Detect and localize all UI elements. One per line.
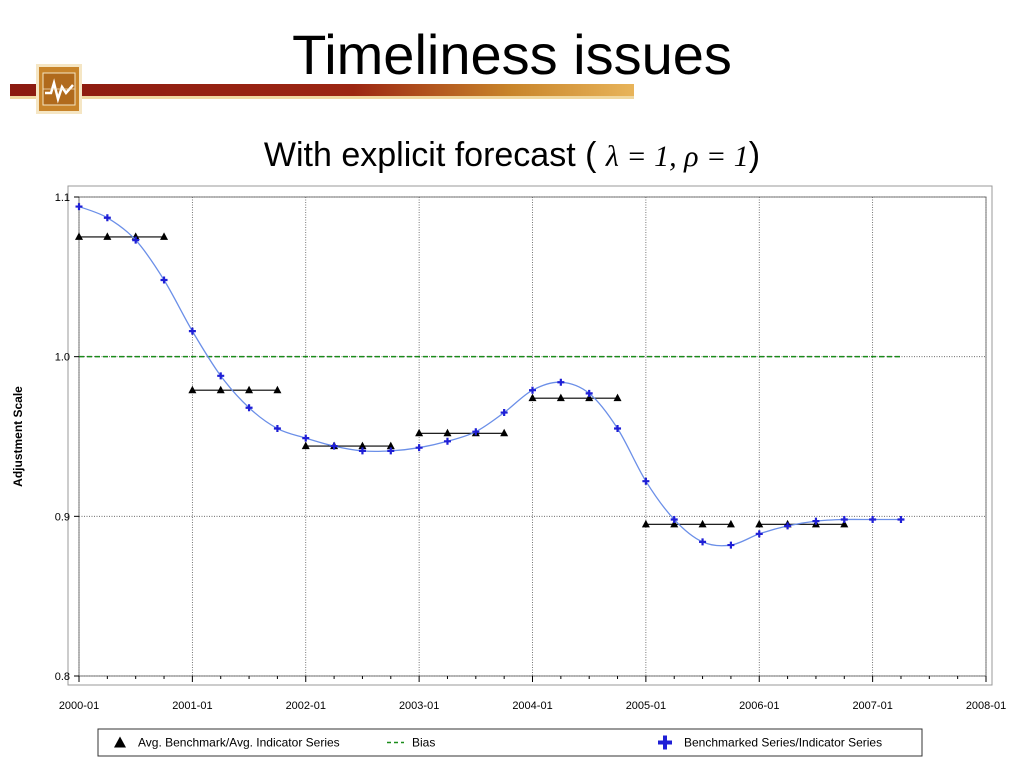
legend-triangle-icon — [114, 736, 126, 748]
indicator-point — [557, 378, 565, 386]
indicator-point — [755, 530, 763, 538]
legend-label-bias: Bias — [412, 736, 435, 750]
benchmark-point — [188, 385, 197, 394]
indicator-point — [302, 434, 310, 442]
subtitle-text: With explicit forecast ( — [263, 136, 597, 174]
y-axis-label: Adjustment Scale — [11, 386, 25, 487]
benchmark-point — [103, 232, 112, 240]
indicator-point — [387, 447, 395, 455]
y-tick-label: 1.0 — [55, 352, 70, 364]
indicator-point — [585, 389, 593, 397]
slide-title: Timeliness issues — [292, 23, 732, 86]
benchmark-point — [698, 519, 707, 528]
x-tick-label: 2003-01 — [399, 700, 439, 712]
x-tick-label: 2001-01 — [172, 700, 212, 712]
legend-label-indicator: Benchmarked Series/Indicator Series — [684, 736, 882, 750]
indicator-point — [670, 516, 678, 524]
benchmark-point — [358, 441, 367, 450]
indicator-point — [245, 404, 253, 412]
x-tick-label: 2007-01 — [852, 700, 892, 712]
benchmark-point — [556, 393, 565, 402]
indicator-point — [415, 444, 423, 452]
indicator-point — [75, 203, 83, 211]
benchmark-point — [245, 385, 254, 394]
indicator-point — [160, 276, 168, 284]
indicator-point — [529, 386, 536, 394]
benchmark-point — [386, 441, 395, 450]
indicator-point — [812, 517, 820, 525]
indicator-point — [188, 327, 196, 335]
legend-label-benchmark: Avg. Benchmark/Avg. Indicator Series — [138, 736, 340, 750]
benchmark-point — [160, 232, 169, 240]
x-tick-label: 2008-01 — [966, 700, 1006, 712]
benchmark-point — [585, 393, 594, 402]
benchmark-point — [528, 393, 537, 402]
title-rule — [10, 84, 634, 96]
indicator-point — [217, 372, 225, 380]
benchmark-point — [415, 428, 424, 437]
x-tick-label: 2004-01 — [512, 700, 552, 712]
legend-box — [97, 728, 923, 757]
indicator-point — [727, 541, 735, 549]
benchmark-point — [840, 519, 849, 528]
logo-chart-icon — [36, 64, 82, 114]
benchmark-point — [500, 428, 509, 437]
indicator-point — [614, 425, 622, 433]
pulse-icon — [42, 72, 76, 106]
indicator-point — [699, 538, 707, 546]
indicator-point — [784, 522, 792, 530]
benchmark-point — [216, 385, 225, 394]
benchmark-point — [641, 519, 650, 528]
indicator-point — [132, 236, 140, 244]
indicator-point — [330, 442, 338, 450]
indicator-point — [642, 477, 650, 485]
y-tick-label: 1.1 — [55, 192, 70, 204]
benchmark-point — [273, 385, 282, 394]
indicator-point — [897, 516, 905, 524]
benchmark-point — [670, 519, 679, 528]
chart-frame — [67, 185, 993, 686]
slide-subtitle: With explicit forecast ( λ = 1, ρ = 1) — [0, 136, 1024, 175]
subtitle-math: λ = 1, ρ = 1 — [605, 140, 749, 173]
title-rule-accent — [10, 96, 634, 99]
legend-plus-icon — [658, 735, 672, 750]
benchmark-point — [75, 232, 83, 240]
indicator-point — [869, 516, 877, 524]
indicator-point — [103, 214, 111, 222]
indicator-point — [273, 425, 281, 433]
indicator-point — [500, 409, 508, 417]
benchmark-point — [726, 519, 735, 528]
indicator-point — [472, 428, 480, 436]
y-tick-label: 0.8 — [55, 671, 70, 683]
subtitle-close: ) — [748, 136, 761, 174]
indicator-point — [840, 516, 848, 524]
benchmark-point — [301, 441, 310, 450]
x-tick-label: 2000-01 — [59, 700, 99, 712]
y-tick-label: 0.9 — [55, 511, 70, 523]
x-tick-label: 2006-01 — [739, 700, 779, 712]
benchmark-point — [755, 519, 764, 528]
x-tick-label: 2005-01 — [626, 700, 666, 712]
x-tick-label: 2002-01 — [286, 700, 326, 712]
benchmark-point — [613, 393, 622, 402]
indicator-point — [358, 447, 366, 455]
indicator-point — [443, 437, 451, 445]
benchmark-point — [443, 428, 452, 437]
